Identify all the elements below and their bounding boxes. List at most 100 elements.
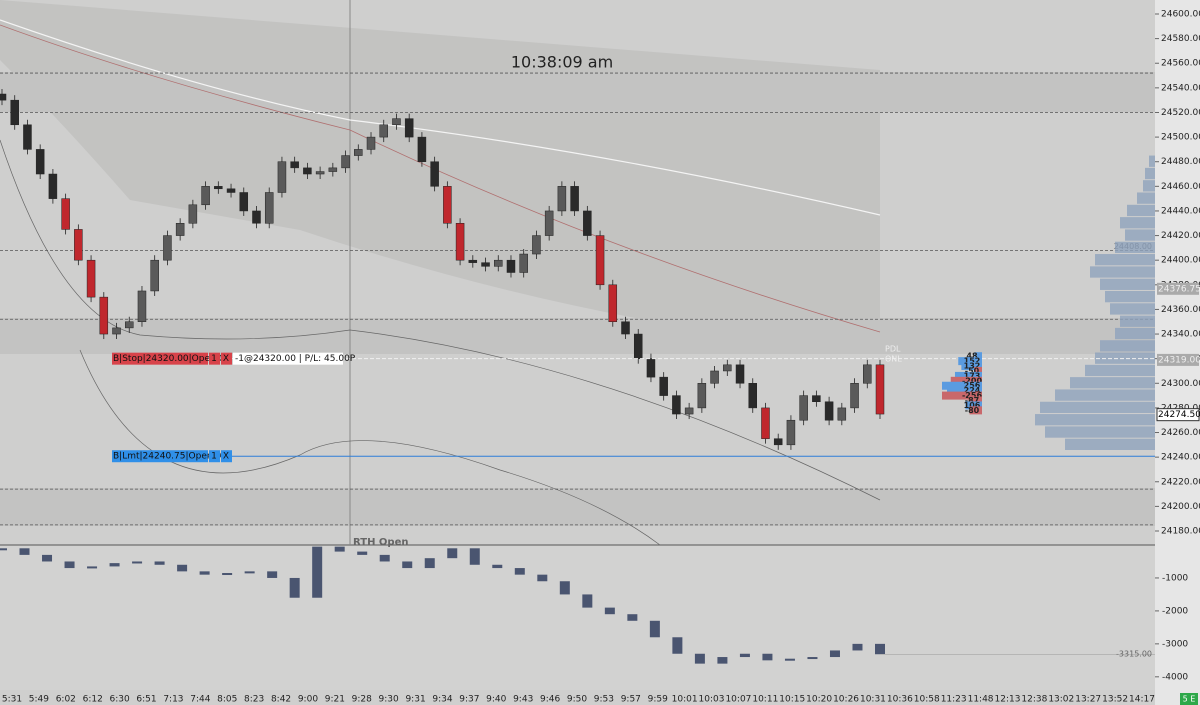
dom-bar bbox=[969, 406, 982, 415]
candle-body bbox=[799, 395, 808, 421]
order-qty: 1 bbox=[211, 452, 217, 462]
delta-bar bbox=[244, 571, 255, 574]
x-tick-label: 7:44 bbox=[190, 695, 210, 705]
y-tick-label: 24540.00 bbox=[1161, 83, 1200, 93]
candle-body bbox=[379, 124, 388, 138]
delta-bar bbox=[627, 614, 638, 621]
delta-bar bbox=[312, 546, 323, 598]
x-tick-label: 10:31 bbox=[860, 695, 886, 705]
volume-profile-bar bbox=[1125, 229, 1155, 241]
x-tick-label: 9:31 bbox=[405, 695, 425, 705]
volume-profile-bar bbox=[1095, 254, 1155, 266]
x-tick-label: 6:51 bbox=[136, 695, 156, 705]
delta-bar bbox=[379, 554, 390, 562]
candle-body bbox=[392, 118, 401, 126]
x-tick-label: 10:07 bbox=[725, 695, 751, 705]
x-tick-label: 6:30 bbox=[110, 695, 130, 705]
volume-profile-bar bbox=[1045, 426, 1155, 438]
x-tick-label: 9:43 bbox=[513, 695, 533, 705]
volume-profile-bar bbox=[1035, 414, 1155, 426]
delta-bar bbox=[649, 620, 660, 638]
x-tick-label: 9:30 bbox=[379, 695, 399, 705]
candle-body bbox=[646, 358, 656, 378]
candle-body bbox=[659, 376, 668, 396]
delta-tick-label: -4000 bbox=[1162, 672, 1188, 682]
price-tag: 24319.00 bbox=[1158, 355, 1200, 365]
order-label: B|Stop|24320.00|Open|0 bbox=[113, 354, 225, 364]
volume-profile-bar bbox=[1120, 315, 1155, 327]
dom-bar bbox=[958, 357, 982, 366]
candle-body bbox=[61, 198, 70, 230]
order-cancel[interactable] bbox=[221, 352, 232, 365]
x-tick-label: 8:42 bbox=[271, 695, 291, 705]
candle-body bbox=[684, 407, 694, 415]
candle-body bbox=[468, 259, 478, 263]
candle-body bbox=[608, 284, 618, 322]
moving-average bbox=[0, 19, 881, 216]
status: 5 E bbox=[1183, 695, 1196, 704]
candle-body bbox=[494, 259, 503, 267]
volume-profile-bar bbox=[1105, 290, 1155, 303]
candle-body bbox=[735, 364, 745, 384]
delta-tick-label: -2000 bbox=[1162, 606, 1188, 616]
x-tick-label: 6:02 bbox=[56, 695, 76, 705]
candle-body bbox=[86, 259, 96, 298]
candle-body bbox=[124, 321, 134, 329]
y-tick-label: 24600.00 bbox=[1161, 10, 1200, 20]
candle-body bbox=[175, 223, 185, 236]
dom-delta: -256 bbox=[962, 391, 982, 400]
delta-bar bbox=[19, 548, 30, 555]
candle-body bbox=[10, 99, 19, 126]
price-tag-box bbox=[1157, 353, 1199, 366]
order-cancel[interactable] bbox=[221, 450, 232, 463]
dom-delta: -50 bbox=[965, 366, 980, 375]
delta-bar bbox=[604, 607, 615, 615]
clock: 10:38:09 am bbox=[511, 53, 613, 72]
delta-bar bbox=[582, 594, 593, 608]
dom-bar bbox=[974, 366, 982, 375]
volume-profile-bar bbox=[1085, 364, 1155, 377]
dom-delta: -200 bbox=[962, 376, 982, 385]
candle-body bbox=[163, 235, 172, 261]
x-tick-label: 10:36 bbox=[887, 695, 913, 705]
order-qty-box bbox=[209, 352, 220, 365]
candle-body bbox=[252, 210, 261, 224]
price-tag: 24274.50 bbox=[1158, 410, 1200, 420]
x-tick-label: 6:12 bbox=[83, 695, 103, 705]
delta-bar bbox=[87, 566, 98, 569]
price-axis bbox=[1155, 0, 1200, 705]
volume-profile-bar bbox=[1055, 389, 1155, 401]
x-tick-label: 13:52 bbox=[1102, 695, 1128, 705]
y-tick-label: 24200.00 bbox=[1161, 502, 1200, 512]
x-tick-label: 9:46 bbox=[540, 695, 560, 705]
delta-bar bbox=[132, 561, 143, 564]
delta-pane bbox=[0, 545, 1155, 690]
candle-body bbox=[812, 395, 821, 403]
candle-body bbox=[150, 259, 159, 292]
delta-bar bbox=[357, 551, 368, 555]
session-label: RTH Open bbox=[353, 537, 408, 548]
candle-body bbox=[277, 161, 287, 193]
order-label: B|Lmt|24240.75|Open|0 bbox=[113, 452, 222, 462]
candle-body bbox=[328, 167, 338, 172]
candle-body bbox=[341, 155, 350, 169]
dom-delta: 106 bbox=[964, 401, 981, 410]
x-tick-label: 10:20 bbox=[806, 695, 832, 705]
candle-body bbox=[519, 253, 528, 273]
candle-body bbox=[761, 407, 770, 439]
candle-body bbox=[570, 186, 579, 212]
x-tick-label: 10:11 bbox=[752, 695, 778, 705]
y-tick-label: 24400.00 bbox=[1161, 256, 1200, 266]
y-tick-label: 24560.00 bbox=[1161, 59, 1200, 69]
dom-delta: -80 bbox=[965, 406, 980, 415]
dom-delta: 132 bbox=[964, 362, 981, 371]
y-tick-label: 24460.00 bbox=[1161, 182, 1200, 192]
volume-profile-bar bbox=[1100, 340, 1155, 352]
delta-bar bbox=[852, 643, 863, 651]
dom-delta: -87 bbox=[965, 396, 979, 405]
delta-bar bbox=[807, 657, 818, 660]
delta-bar bbox=[537, 574, 548, 582]
y-tick-label: 24580.00 bbox=[1161, 34, 1200, 44]
x-tick-label: 9:34 bbox=[432, 695, 452, 705]
